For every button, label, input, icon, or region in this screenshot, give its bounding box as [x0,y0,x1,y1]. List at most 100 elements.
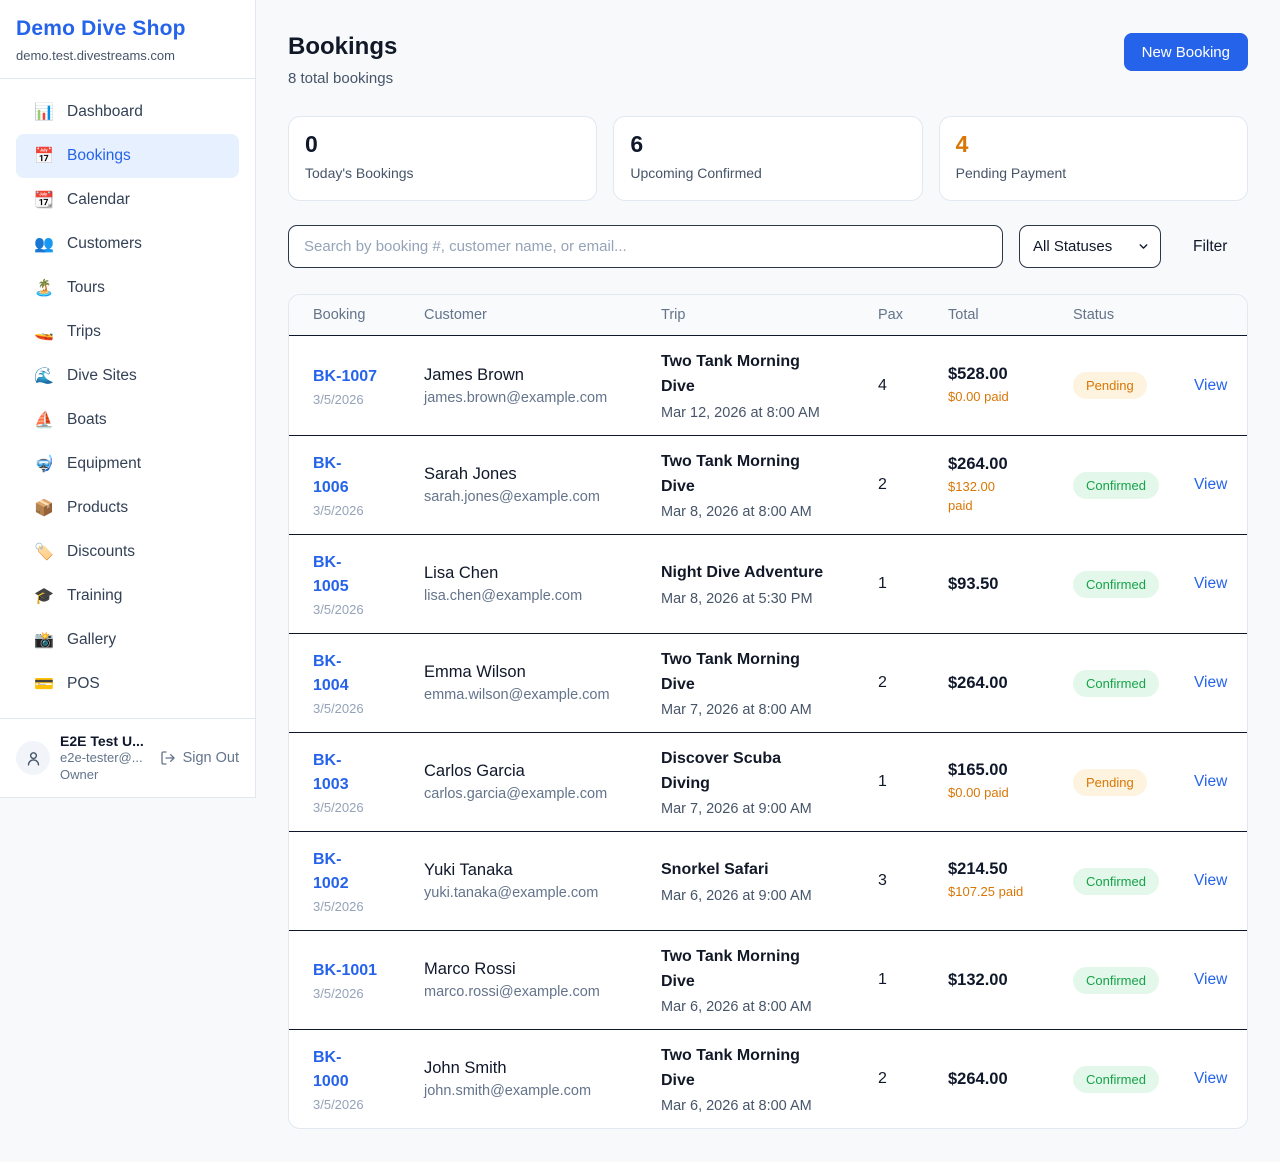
booking-date: 3/5/2026 [313,391,364,407]
view-link[interactable]: View [1194,971,1228,988]
page-header: Bookings 8 total bookings New Booking [288,33,1248,87]
sidebar-item-label: Discounts [67,543,136,560]
sidebar-item-discounts[interactable]: 🏷️ Discounts [0,530,255,574]
trip-name: Two Tank Morning Dive [661,1046,800,1089]
wave-icon: 🌊 [34,368,54,385]
sidebar-item-customers[interactable]: 👥 Customers [0,222,255,266]
main-content: Bookings 8 total bookings New Booking 0 … [256,0,1280,1129]
logout-icon [160,751,175,765]
booking-id-link[interactable]: BK- 1005 [313,554,349,595]
filters-row: All Statuses Filter [288,225,1248,268]
sidebar-item-trips[interactable]: 🚤 Trips [0,310,255,354]
paid-amount: $107.25 paid [948,884,1024,900]
table-row: BK- 1005 3/5/2026 Lisa Chen lisa.chen@ex… [289,534,1247,633]
customer-name: John Smith [424,1059,507,1077]
booking-id-link[interactable]: BK-1001 [313,962,378,979]
pax-count: 3 [878,872,887,889]
sidebar-item-equipment[interactable]: 🤿 Equipment [0,442,255,486]
credit-card-icon: 💳 [34,676,54,693]
total-amount: $264.00 [948,673,1008,692]
status-badge: Confirmed [1073,669,1159,697]
sidebar-item-label: Customers [67,235,142,252]
status-badge: Confirmed [1073,966,1159,994]
table-row: BK- 1003 3/5/2026 Carlos Garcia carlos.g… [289,732,1247,831]
sidebar-item-tours[interactable]: 🏝️ Tours [0,266,255,310]
stat-value: 0 [305,131,318,157]
col-total: Total [948,307,979,323]
sidebar-item-dive-sites[interactable]: 🌊 Dive Sites [0,354,255,398]
sidebar-item-label: Dive Sites [67,367,137,384]
status-badge: Confirmed [1073,1065,1159,1093]
booking-id-link[interactable]: BK- 1003 [313,752,349,793]
sidebar-item-training[interactable]: 🎓 Training [0,574,255,618]
view-link[interactable]: View [1194,674,1228,691]
dive-mask-icon: 🤿 [34,456,54,473]
table-row: BK- 1006 3/5/2026 Sarah Jones sarah.jone… [289,435,1247,534]
sidebar-item-dashboard[interactable]: 📊 Dashboard [0,90,255,134]
booking-date: 3/5/2026 [313,899,364,914]
page-subtitle: 8 total bookings [288,70,394,87]
view-link[interactable]: View [1194,872,1228,889]
pax-count: 2 [878,1070,887,1087]
view-link[interactable]: View [1194,575,1228,592]
customer-email: john.smith@example.com [424,1083,592,1099]
camera-icon: 📸 [34,632,54,649]
person-icon [27,751,39,766]
sidebar-item-label: Trips [67,323,101,340]
avatar [16,741,50,776]
sidebar-item-pos[interactable]: 💳 POS [0,662,255,706]
view-link[interactable]: View [1194,476,1228,493]
user-box: E2E Test U... e2e-tester@... Owner Sign … [0,718,255,797]
brand-name[interactable]: Demo Dive Shop [16,17,186,40]
view-link[interactable]: View [1194,773,1228,790]
booking-date: 3/5/2026 [313,800,364,815]
customer-email: james.brown@example.com [424,389,608,406]
sidebar-item-label: Dashboard [67,103,143,120]
booking-date: 3/5/2026 [313,503,364,518]
paid-amount: $0.00 paid [948,785,1009,801]
booking-id-link[interactable]: BK- 1004 [313,653,349,694]
booking-id-link[interactable]: BK- 1000 [313,1049,349,1090]
booking-date: 3/5/2026 [313,701,364,716]
booking-id-link[interactable]: BK- 1006 [313,455,349,496]
page-title: Bookings [288,33,398,60]
table-row: BK-1007 3/5/2026 James Brown james.brown… [289,336,1247,435]
paid-amount: $132.00 paid [948,479,995,513]
trip-datetime: Mar 6, 2026 at 9:00 AM [661,887,812,904]
total-amount: $132.00 [948,970,1008,989]
brand-domain: demo.test.divestreams.com [16,48,175,63]
trip-datetime: Mar 12, 2026 at 8:00 AM [661,404,820,421]
trip-datetime: Mar 7, 2026 at 9:00 AM [661,801,812,818]
filter-button[interactable]: Filter [1193,237,1228,255]
sidebar-item-label: Gallery [67,631,117,648]
sidebar-item-label: Equipment [67,455,142,472]
trip-datetime: Mar 6, 2026 at 8:00 AM [661,999,812,1016]
grad-cap-icon: 🎓 [34,588,54,605]
new-booking-button[interactable]: New Booking [1123,33,1248,71]
sidebar-item-products[interactable]: 📦 Products [0,486,255,530]
pax-count: 1 [878,773,887,790]
sidebar-item-calendar[interactable]: 📆 Calendar [0,178,255,222]
status-badge: Confirmed [1073,867,1159,895]
sign-out-button[interactable]: Sign Out [160,750,239,766]
booking-date: 3/5/2026 [313,1097,364,1112]
divider [0,78,255,79]
sidebar-item-label: Tours [67,279,105,296]
total-amount: $528.00 [948,364,1008,383]
status-badge: Confirmed [1073,570,1159,598]
table-row: BK-1001 3/5/2026 Marco Rossi marco.rossi… [289,930,1247,1029]
status-select[interactable]: All Statuses [1019,225,1161,268]
trip-name: Two Tank Morning Dive [661,650,800,693]
sidebar-item-gallery[interactable]: 📸 Gallery [0,618,255,662]
status-badge: Pending [1073,768,1147,796]
booking-date: 3/5/2026 [313,986,364,1001]
view-link[interactable]: View [1194,1070,1228,1087]
booking-id-link[interactable]: BK- 1002 [313,851,349,892]
sidebar-item-boats[interactable]: ⛵ Boats [0,398,255,442]
island-icon: 🏝️ [34,280,54,297]
stats-cards: 0 Today's Bookings 6 Upcoming Confirmed … [288,116,1248,201]
sidebar-item-bookings[interactable]: 📅 Bookings [16,134,239,178]
booking-id-link[interactable]: BK-1007 [313,367,378,385]
view-link[interactable]: View [1194,376,1228,394]
search-input[interactable] [288,225,1003,268]
